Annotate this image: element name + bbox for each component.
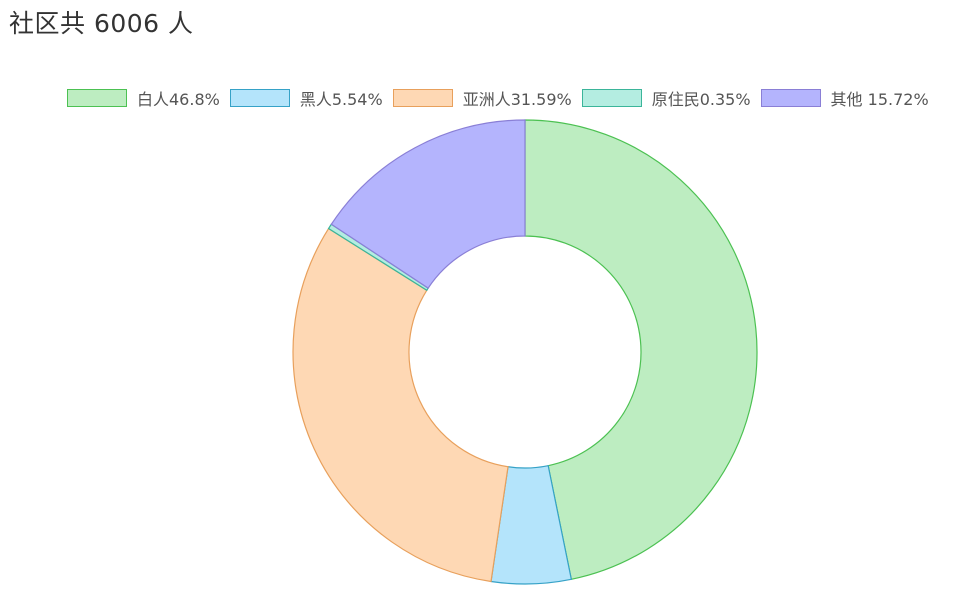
legend-item-white[interactable]: 白人46.8% xyxy=(67,86,220,110)
legend-swatch xyxy=(67,89,127,107)
slice-asian[interactable] xyxy=(292,227,509,583)
legend-swatch xyxy=(229,89,290,107)
chart-title: 社区共 6006 人 xyxy=(9,9,194,38)
legend-swatch xyxy=(392,89,453,107)
legend-label: 其他 15.72% xyxy=(830,90,929,109)
legend-item-other[interactable]: 其他 15.72% xyxy=(760,86,929,110)
legend-swatch xyxy=(760,89,821,107)
legend-label: 原住民0.35% xyxy=(651,90,751,109)
legend-swatch xyxy=(581,89,642,107)
legend-label: 黑人5.54% xyxy=(299,90,383,109)
legend-item-black[interactable]: 黑人5.54% xyxy=(229,86,383,110)
legend-item-asian[interactable]: 亚洲人31.59% xyxy=(392,86,572,110)
slice-white[interactable] xyxy=(524,119,758,581)
donut-slices xyxy=(292,119,758,585)
legend-label: 亚洲人31.59% xyxy=(462,90,572,109)
legend-label: 白人46.8% xyxy=(137,90,220,109)
legend-item-native[interactable]: 原住民0.35% xyxy=(581,86,751,110)
slice-other[interactable] xyxy=(330,119,526,289)
chart-legend: 白人46.8% 黑人5.54% 亚洲人31.59% 原住民0.35% 其他 15… xyxy=(67,86,939,110)
